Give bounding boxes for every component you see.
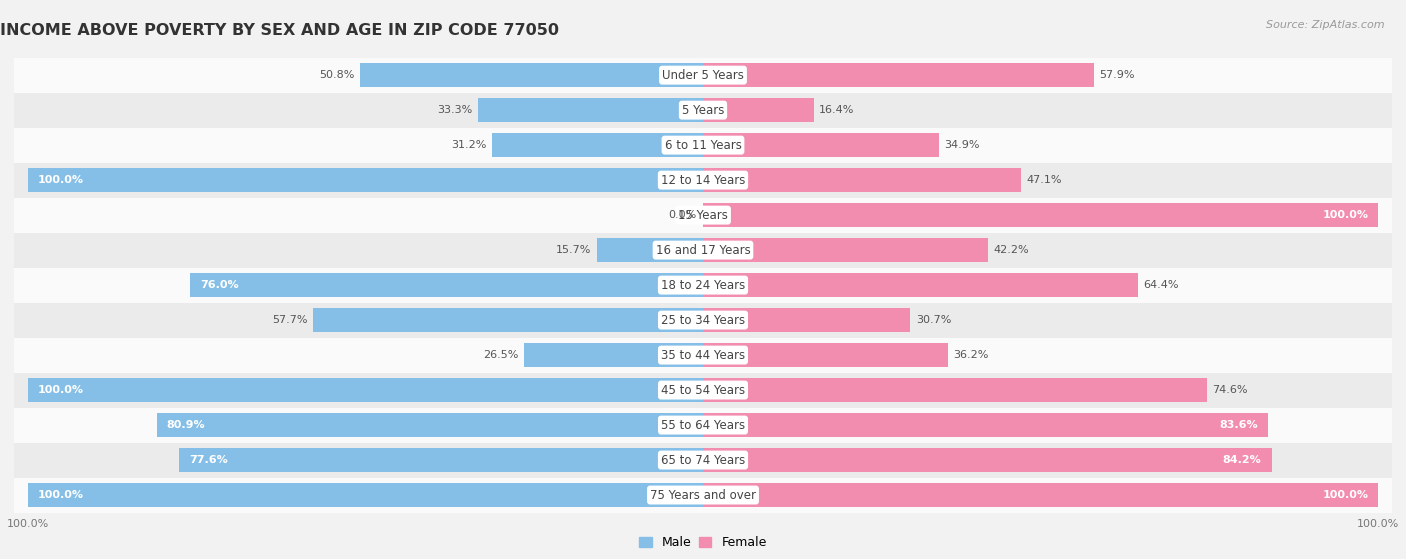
Text: 75 Years and over: 75 Years and over bbox=[650, 489, 756, 501]
Bar bbox=[14, 408, 1392, 443]
Bar bbox=[703, 483, 1378, 507]
Bar bbox=[703, 308, 910, 332]
Text: 30.7%: 30.7% bbox=[915, 315, 950, 325]
Bar bbox=[703, 63, 1094, 87]
Text: 35 to 44 Years: 35 to 44 Years bbox=[661, 349, 745, 362]
Bar bbox=[703, 273, 1137, 297]
Text: Under 5 Years: Under 5 Years bbox=[662, 69, 744, 82]
Text: 80.9%: 80.9% bbox=[167, 420, 205, 430]
Text: 77.6%: 77.6% bbox=[188, 455, 228, 465]
Text: 64.4%: 64.4% bbox=[1143, 280, 1178, 290]
Text: 0.0%: 0.0% bbox=[668, 210, 696, 220]
Text: 31.2%: 31.2% bbox=[451, 140, 486, 150]
Bar bbox=[14, 477, 1392, 513]
Bar bbox=[14, 443, 1392, 477]
Text: 57.9%: 57.9% bbox=[1099, 70, 1135, 80]
Bar bbox=[14, 198, 1392, 233]
Text: 33.3%: 33.3% bbox=[437, 105, 472, 115]
Text: 100.0%: 100.0% bbox=[38, 175, 84, 185]
Bar bbox=[524, 343, 703, 367]
Bar bbox=[14, 58, 1392, 93]
Bar bbox=[360, 63, 703, 87]
Bar bbox=[14, 268, 1392, 302]
Bar bbox=[703, 203, 1378, 227]
Text: 26.5%: 26.5% bbox=[484, 350, 519, 360]
Bar bbox=[14, 93, 1392, 127]
Bar bbox=[703, 413, 1268, 437]
Text: 18 to 24 Years: 18 to 24 Years bbox=[661, 278, 745, 292]
Text: 76.0%: 76.0% bbox=[200, 280, 239, 290]
Text: 16 and 17 Years: 16 and 17 Years bbox=[655, 244, 751, 257]
Text: 25 to 34 Years: 25 to 34 Years bbox=[661, 314, 745, 326]
Bar bbox=[492, 133, 703, 157]
Bar bbox=[14, 163, 1392, 198]
Text: 100.0%: 100.0% bbox=[1322, 210, 1368, 220]
Bar bbox=[314, 308, 703, 332]
Text: 65 to 74 Years: 65 to 74 Years bbox=[661, 453, 745, 467]
Text: 12 to 14 Years: 12 to 14 Years bbox=[661, 174, 745, 187]
Bar bbox=[28, 378, 703, 402]
Text: 42.2%: 42.2% bbox=[994, 245, 1029, 255]
Text: 45 to 54 Years: 45 to 54 Years bbox=[661, 383, 745, 396]
Bar bbox=[703, 343, 948, 367]
Text: Source: ZipAtlas.com: Source: ZipAtlas.com bbox=[1267, 20, 1385, 30]
Text: 5 Years: 5 Years bbox=[682, 103, 724, 117]
Bar bbox=[156, 413, 703, 437]
Text: 55 to 64 Years: 55 to 64 Years bbox=[661, 419, 745, 432]
Bar bbox=[14, 233, 1392, 268]
Legend: Male, Female: Male, Female bbox=[640, 536, 766, 549]
Text: 50.8%: 50.8% bbox=[319, 70, 354, 80]
Text: 100.0%: 100.0% bbox=[1322, 490, 1368, 500]
Bar bbox=[703, 98, 814, 122]
Text: 36.2%: 36.2% bbox=[953, 350, 988, 360]
Text: 15.7%: 15.7% bbox=[557, 245, 592, 255]
Bar bbox=[703, 378, 1206, 402]
Bar bbox=[703, 168, 1021, 192]
Bar bbox=[28, 483, 703, 507]
Text: 6 to 11 Years: 6 to 11 Years bbox=[665, 139, 741, 151]
Bar bbox=[14, 372, 1392, 408]
Bar bbox=[703, 238, 988, 262]
Bar bbox=[179, 448, 703, 472]
Bar bbox=[598, 238, 703, 262]
Text: 84.2%: 84.2% bbox=[1223, 455, 1261, 465]
Bar bbox=[14, 127, 1392, 163]
Text: 83.6%: 83.6% bbox=[1219, 420, 1257, 430]
Bar bbox=[14, 302, 1392, 338]
Bar bbox=[703, 448, 1271, 472]
Text: 100.0%: 100.0% bbox=[38, 385, 84, 395]
Bar bbox=[14, 338, 1392, 372]
Text: 100.0%: 100.0% bbox=[38, 490, 84, 500]
Text: 34.9%: 34.9% bbox=[945, 140, 980, 150]
Bar bbox=[190, 273, 703, 297]
Text: 47.1%: 47.1% bbox=[1026, 175, 1062, 185]
Text: 74.6%: 74.6% bbox=[1212, 385, 1247, 395]
Bar bbox=[28, 168, 703, 192]
Text: 15 Years: 15 Years bbox=[678, 209, 728, 221]
Bar bbox=[478, 98, 703, 122]
Bar bbox=[703, 133, 939, 157]
Text: INCOME ABOVE POVERTY BY SEX AND AGE IN ZIP CODE 77050: INCOME ABOVE POVERTY BY SEX AND AGE IN Z… bbox=[0, 22, 560, 37]
Text: 16.4%: 16.4% bbox=[820, 105, 855, 115]
Text: 57.7%: 57.7% bbox=[273, 315, 308, 325]
